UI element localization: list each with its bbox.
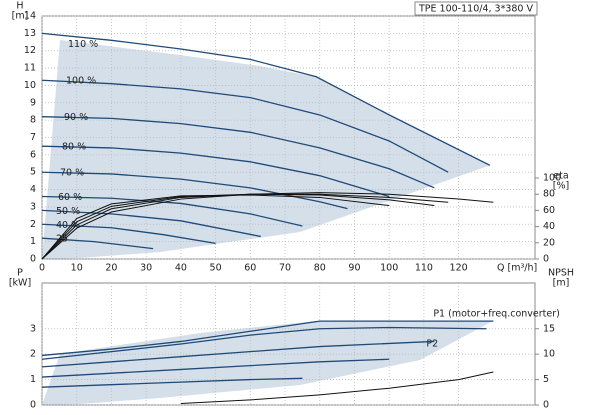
y-tick-label: 4 bbox=[30, 184, 36, 195]
curve bbox=[41, 340, 435, 368]
y-axis-label: P bbox=[17, 268, 23, 279]
y2-tick-label: 15 bbox=[543, 323, 555, 334]
curve bbox=[41, 145, 390, 198]
y-tick-label: 0 bbox=[30, 400, 36, 411]
y2-axis-unit: [m] bbox=[553, 278, 570, 289]
power-range bbox=[42, 321, 493, 405]
curve bbox=[41, 194, 390, 260]
y2-tick-label: 100 bbox=[543, 173, 561, 184]
y2-axis-label: NPSH bbox=[548, 268, 574, 279]
y-tick-label: 3 bbox=[30, 201, 36, 212]
y2-axis-label: eta bbox=[553, 171, 568, 182]
curve bbox=[180, 371, 494, 404]
x-tick-label: 100 bbox=[380, 263, 398, 274]
y-tick-label: 3 bbox=[30, 323, 36, 334]
y-tick-label: 8 bbox=[30, 115, 36, 126]
x-tick-label: 0 bbox=[39, 263, 45, 274]
curve bbox=[41, 171, 348, 210]
series-label: P1 (motor+freq.converter) bbox=[433, 309, 560, 320]
y-tick-label: 5 bbox=[30, 167, 36, 178]
y-tick-label: 9 bbox=[30, 97, 36, 108]
curve bbox=[41, 358, 390, 378]
curve bbox=[41, 209, 261, 238]
curve bbox=[41, 195, 303, 227]
series-label: 70 % bbox=[60, 168, 84, 179]
x-tick-label: 90 bbox=[348, 263, 360, 274]
y-tick-label: 0 bbox=[30, 254, 36, 265]
x-tick-label: 80 bbox=[314, 263, 326, 274]
x-tick-label: 110 bbox=[415, 263, 433, 274]
series-label: 80 % bbox=[62, 142, 86, 153]
x-tick-label: 10 bbox=[71, 263, 83, 274]
y2-tick-label: 0 bbox=[543, 254, 549, 265]
y2-tick-label: 20 bbox=[543, 237, 555, 248]
series-label: 40 % bbox=[56, 220, 80, 231]
curve bbox=[41, 223, 216, 245]
y-tick-label: 12 bbox=[24, 45, 36, 56]
series-label: 60 % bbox=[58, 192, 82, 203]
y2-tick-label: 0 bbox=[543, 400, 549, 411]
y-tick-label: 13 bbox=[24, 28, 36, 39]
y-axis-unit: [kW] bbox=[9, 278, 31, 289]
series-label: 90 % bbox=[64, 112, 88, 123]
x-tick-label: 120 bbox=[450, 263, 468, 274]
curve bbox=[41, 79, 449, 173]
curve bbox=[41, 320, 494, 357]
y-tick-label: 10 bbox=[24, 80, 36, 91]
x-tick-label: 30 bbox=[140, 263, 152, 274]
y-tick-label: 2 bbox=[30, 219, 36, 230]
curve bbox=[41, 377, 303, 388]
x-tick-label: 40 bbox=[175, 263, 187, 274]
y-axis-unit: [m] bbox=[12, 11, 29, 22]
y-tick-label: 14 bbox=[24, 11, 36, 22]
x-tick-label: 70 bbox=[279, 263, 291, 274]
y-tick-label: 2 bbox=[30, 349, 36, 360]
y2-tick-label: 40 bbox=[543, 221, 555, 232]
curve bbox=[41, 116, 435, 189]
series-label: P2 bbox=[426, 338, 438, 349]
y2-tick-label: 5 bbox=[543, 374, 549, 385]
y2-tick-label: 10 bbox=[543, 349, 555, 360]
y-tick-label: 1 bbox=[30, 374, 36, 385]
y2-tick-label: 80 bbox=[543, 189, 555, 200]
y-tick-label: 11 bbox=[24, 63, 36, 74]
chart-title: TPE 100-110/4, 3*380 V bbox=[418, 4, 533, 15]
series-label: 100 % bbox=[66, 76, 96, 87]
title-box bbox=[414, 1, 538, 16]
y-axis-label: H bbox=[16, 1, 23, 12]
y2-tick-label: 60 bbox=[543, 205, 555, 216]
y-tick-label: 1 bbox=[30, 236, 36, 247]
series-label: 50 % bbox=[56, 206, 80, 217]
x-tick-label: 50 bbox=[210, 263, 222, 274]
x-tick-label: 20 bbox=[105, 263, 117, 274]
curve bbox=[41, 32, 491, 166]
y2-axis-unit: [%] bbox=[553, 181, 569, 192]
y-tick-label: 6 bbox=[30, 149, 36, 160]
y-tick-label: 7 bbox=[30, 132, 36, 143]
x-axis-label: Q [m³/h] bbox=[497, 263, 537, 274]
series-label: 110 % bbox=[68, 39, 98, 50]
curve bbox=[41, 326, 487, 360]
x-tick-label: 60 bbox=[244, 263, 256, 274]
